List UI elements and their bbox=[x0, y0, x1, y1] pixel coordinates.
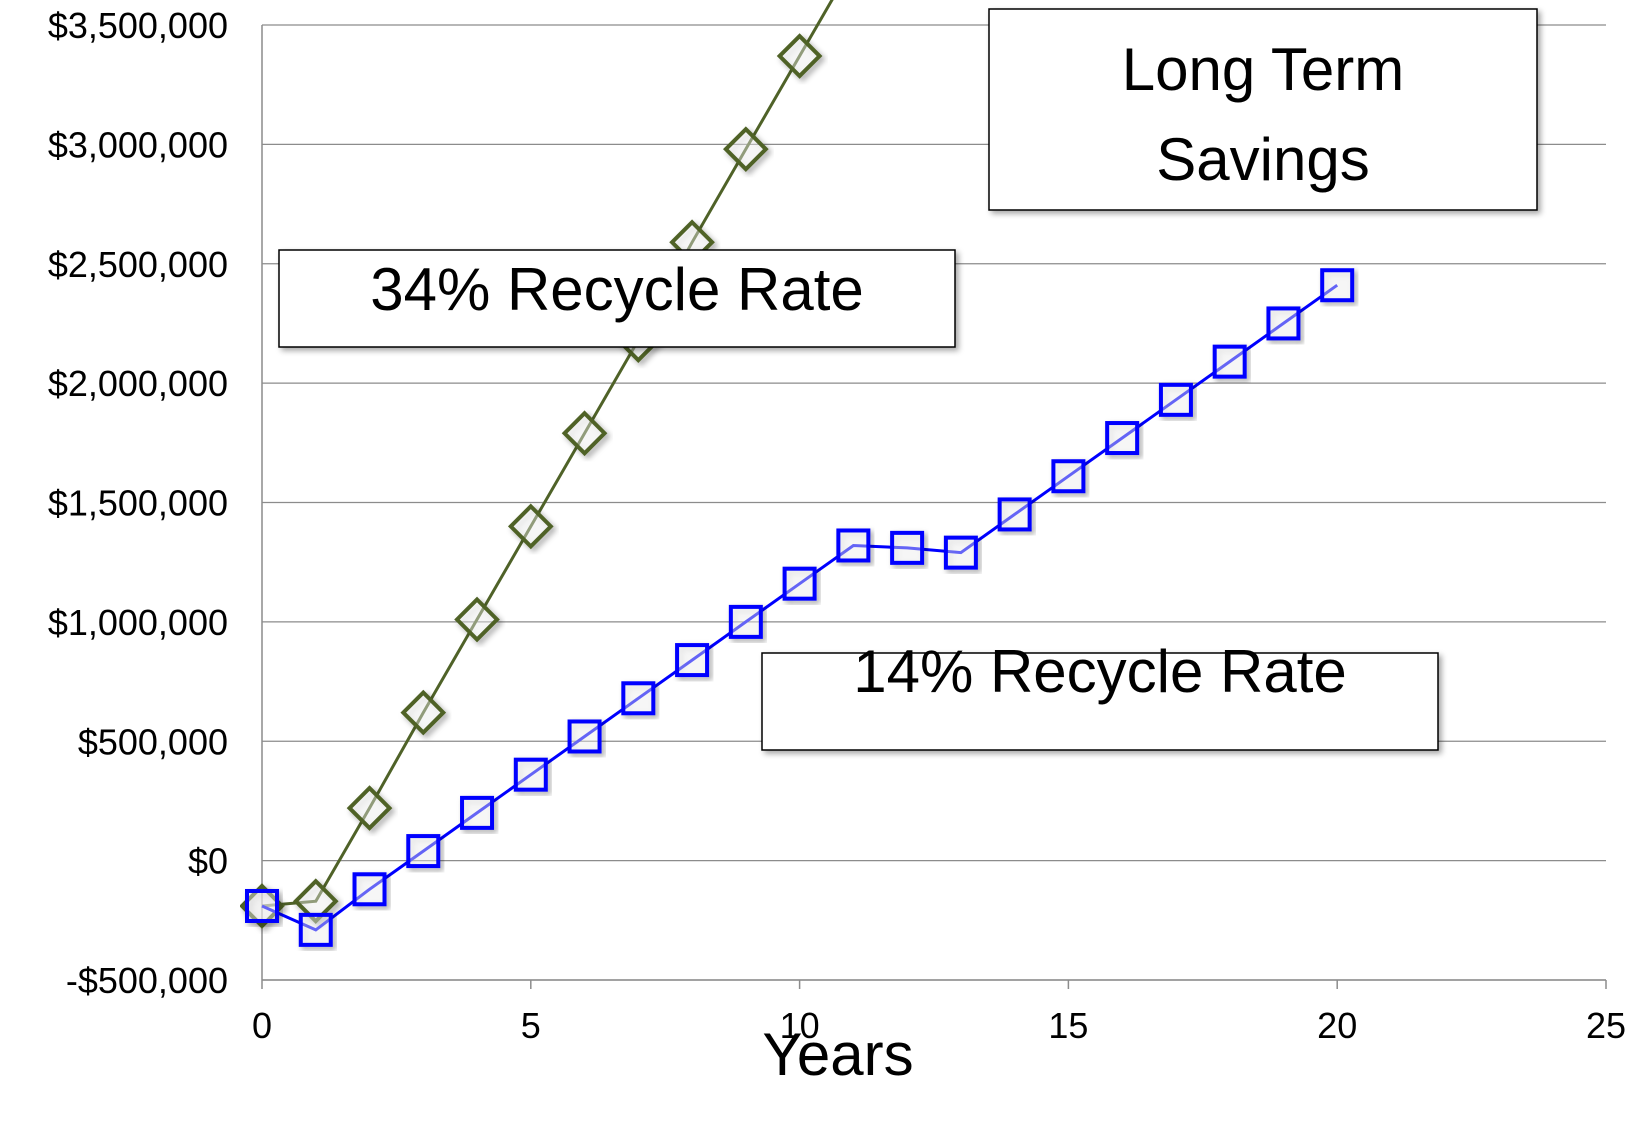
data-point bbox=[997, 497, 1032, 532]
data-point bbox=[1051, 459, 1086, 494]
series-layer bbox=[240, 0, 1355, 947]
callout-box bbox=[761, 652, 1439, 751]
callout-box bbox=[278, 249, 956, 348]
data-point bbox=[675, 643, 710, 678]
series-diamond bbox=[240, 0, 834, 929]
y-tick-label: $2,500,000 bbox=[48, 244, 228, 285]
data-point bbox=[507, 503, 554, 550]
series-line bbox=[261, 283, 1339, 932]
data-point bbox=[245, 888, 279, 923]
callout-14-percent: 14% Recycle Rate bbox=[761, 638, 1439, 751]
data-point bbox=[561, 410, 608, 457]
y-tick-label: $3,500,000 bbox=[48, 5, 228, 46]
callouts: Long Term Savings 34% Recycle Rate 14% Recy… bbox=[278, 8, 1538, 751]
y-tick-label: -$500,000 bbox=[66, 960, 228, 1001]
y-tick-label: $2,000,000 bbox=[48, 363, 228, 404]
axes bbox=[261, 25, 1607, 989]
data-point bbox=[1212, 344, 1247, 379]
x-tick-label: 10 bbox=[780, 1005, 820, 1046]
callout-box bbox=[988, 8, 1538, 211]
data-point bbox=[1158, 382, 1193, 417]
tick-labels: -$500,000 $0 $500,000 $1,000,000 $1,500,000 $… bbox=[48, 5, 1626, 1046]
x-tick-label: 15 bbox=[1048, 1005, 1088, 1046]
data-point bbox=[298, 912, 333, 947]
data-point bbox=[1320, 268, 1355, 303]
x-tick-label: 0 bbox=[252, 1005, 272, 1046]
data-point bbox=[943, 535, 978, 570]
data-point bbox=[728, 604, 763, 639]
callout-text: 14% Recycle Rate bbox=[853, 638, 1347, 705]
data-point bbox=[782, 566, 817, 601]
data-point bbox=[352, 872, 387, 907]
data-point bbox=[513, 757, 548, 792]
data-point bbox=[406, 834, 441, 869]
y-tick-label: $3,000,000 bbox=[48, 124, 228, 165]
data-point bbox=[776, 33, 823, 79]
callout-long-term-savings: Long Term Savings bbox=[988, 8, 1538, 211]
data-point bbox=[1105, 421, 1140, 456]
y-tick-label: $1,500,000 bbox=[48, 483, 228, 524]
data-point bbox=[460, 795, 495, 830]
data-point bbox=[723, 126, 769, 172]
data-point bbox=[454, 596, 500, 643]
x-tick-label: 20 bbox=[1317, 1005, 1357, 1046]
x-tick-label: 5 bbox=[521, 1005, 541, 1046]
callout-text: Long Term bbox=[1122, 36, 1404, 103]
callout-34-percent: 34% Recycle Rate bbox=[278, 249, 956, 348]
callout-text: Savings bbox=[1156, 126, 1369, 193]
data-point bbox=[836, 528, 871, 563]
series-square bbox=[245, 268, 1355, 947]
series-line bbox=[261, 0, 834, 908]
data-point bbox=[890, 530, 925, 565]
data-point bbox=[621, 681, 656, 716]
data-point bbox=[567, 719, 602, 754]
y-tick-label: $0 bbox=[188, 841, 228, 882]
y-tick-label: $1,000,000 bbox=[48, 602, 228, 643]
x-axis-title: Years bbox=[762, 1021, 913, 1088]
y-tick-label: $500,000 bbox=[78, 721, 228, 762]
callout-text: 34% Recycle Rate bbox=[370, 256, 864, 323]
data-point bbox=[400, 689, 447, 736]
data-point bbox=[1266, 306, 1301, 341]
x-tick-label: 25 bbox=[1586, 1005, 1626, 1046]
data-point bbox=[346, 785, 393, 831]
